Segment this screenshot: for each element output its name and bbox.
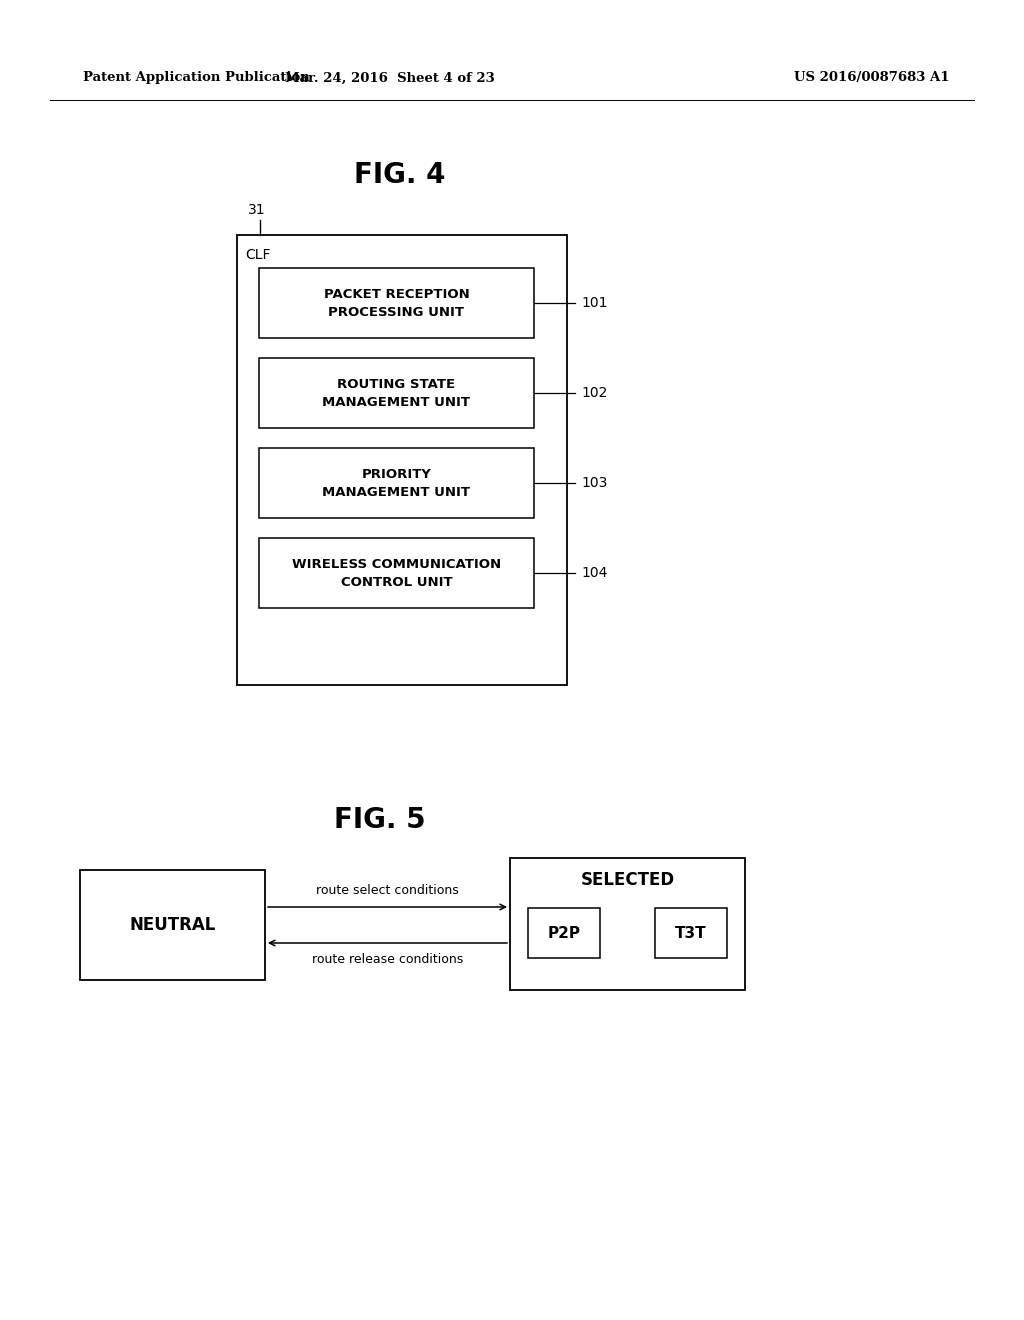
Text: NEUTRAL: NEUTRAL [129, 916, 216, 935]
Text: US 2016/0087683 A1: US 2016/0087683 A1 [795, 71, 950, 84]
Text: CONTROL UNIT: CONTROL UNIT [341, 576, 453, 589]
Text: Patent Application Publication: Patent Application Publication [83, 71, 309, 84]
Text: CLF: CLF [245, 248, 270, 261]
Text: FIG. 5: FIG. 5 [334, 807, 426, 834]
Text: FIG. 4: FIG. 4 [354, 161, 445, 189]
Text: 101: 101 [581, 296, 607, 310]
Text: WIRELESS COMMUNICATION: WIRELESS COMMUNICATION [292, 557, 501, 570]
Text: 103: 103 [581, 477, 607, 490]
Text: MANAGEMENT UNIT: MANAGEMENT UNIT [323, 486, 470, 499]
Text: PRIORITY: PRIORITY [361, 467, 431, 480]
Text: Mar. 24, 2016  Sheet 4 of 23: Mar. 24, 2016 Sheet 4 of 23 [285, 71, 495, 84]
Text: route release conditions: route release conditions [312, 953, 463, 966]
Text: 102: 102 [581, 385, 607, 400]
FancyBboxPatch shape [259, 447, 534, 517]
Text: MANAGEMENT UNIT: MANAGEMENT UNIT [323, 396, 470, 408]
Text: PROCESSING UNIT: PROCESSING UNIT [329, 305, 465, 318]
FancyBboxPatch shape [655, 908, 727, 958]
FancyBboxPatch shape [259, 268, 534, 338]
Text: PACKET RECEPTION: PACKET RECEPTION [324, 288, 469, 301]
FancyBboxPatch shape [237, 235, 567, 685]
Text: route select conditions: route select conditions [316, 884, 459, 898]
Text: P2P: P2P [548, 925, 581, 940]
FancyBboxPatch shape [259, 358, 534, 428]
Text: 31: 31 [248, 203, 265, 216]
Text: T3T: T3T [675, 925, 707, 940]
Text: 104: 104 [581, 566, 607, 579]
Text: ROUTING STATE: ROUTING STATE [338, 378, 456, 391]
FancyBboxPatch shape [80, 870, 265, 979]
FancyBboxPatch shape [259, 539, 534, 609]
FancyBboxPatch shape [528, 908, 600, 958]
FancyBboxPatch shape [510, 858, 745, 990]
Text: SELECTED: SELECTED [581, 871, 675, 888]
